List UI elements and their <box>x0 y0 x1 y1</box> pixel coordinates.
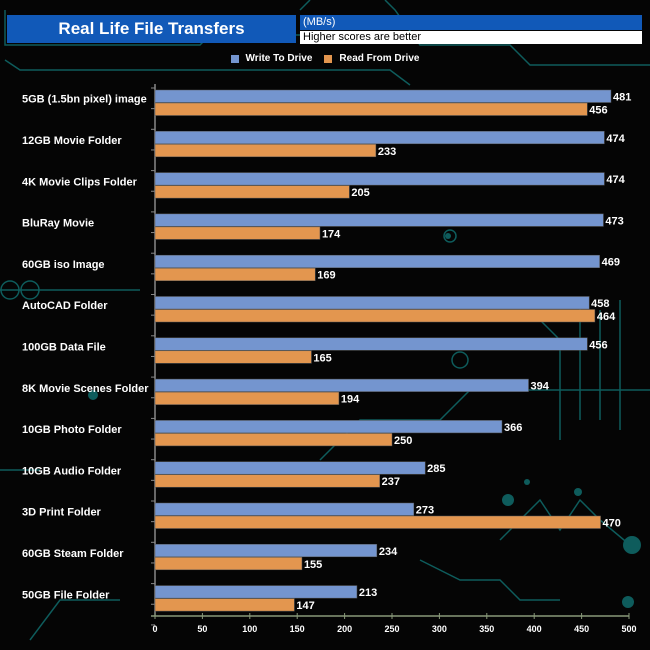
bar-read <box>154 267 316 281</box>
x-tick-label: 150 <box>290 624 305 634</box>
data-label: 169 <box>317 270 335 282</box>
category-label: 10GB Audio Folder <box>22 465 122 477</box>
category-label: 10GB Photo Folder <box>22 424 122 436</box>
bar-write <box>154 544 378 558</box>
category-label: 4K Movie Clips Folder <box>22 176 138 188</box>
legend-item-write: Write To Drive <box>230 53 313 64</box>
data-label: 456 <box>589 339 607 351</box>
category-label: 60GB Steam Folder <box>22 548 124 560</box>
x-tick-label: 250 <box>384 624 399 634</box>
bar-read <box>154 350 312 364</box>
bar-write <box>154 131 605 145</box>
x-tick-label: 200 <box>337 624 352 634</box>
data-label: 250 <box>394 435 412 447</box>
bar-read <box>154 598 295 612</box>
category-label: 50GB File Folder <box>22 589 110 601</box>
bar-read <box>154 144 377 158</box>
x-tick-label: 400 <box>527 624 542 634</box>
data-label: 474 <box>606 174 625 186</box>
bar-read <box>154 102 588 116</box>
chart-title: Real Life File Transfers <box>7 15 296 43</box>
bar-write <box>154 296 590 310</box>
legend-label-write: Write To Drive <box>245 53 313 64</box>
category-label: AutoCAD Folder <box>22 300 108 312</box>
data-label: 285 <box>427 463 445 475</box>
category-label: BluRay Movie <box>22 218 94 230</box>
x-tick-label: 0 <box>152 624 157 634</box>
data-label: 366 <box>504 422 522 434</box>
subtitle-note: Higher scores are better <box>300 31 642 44</box>
bar-write <box>154 172 605 186</box>
bar-write <box>154 378 529 392</box>
data-label: 481 <box>613 92 631 104</box>
bar-read <box>154 433 393 447</box>
bar-write <box>154 337 588 351</box>
legend-swatch-write <box>230 54 239 63</box>
bar-write <box>154 213 604 227</box>
category-label: 3D Print Folder <box>22 507 102 519</box>
data-label: 456 <box>589 105 607 117</box>
data-label: 237 <box>382 476 400 488</box>
data-label: 165 <box>313 352 331 364</box>
x-tick-label: 350 <box>479 624 494 634</box>
bar-read <box>154 474 380 488</box>
bar-write <box>154 254 600 268</box>
data-label: 147 <box>296 600 314 612</box>
data-label: 273 <box>416 505 434 517</box>
bar-read <box>154 185 350 199</box>
x-tick-label: 50 <box>197 624 207 634</box>
data-label: 194 <box>341 394 360 406</box>
bar-write <box>154 585 358 599</box>
unit-label: (MB/s) <box>300 15 642 30</box>
legend: Write To Drive Read From Drive <box>0 53 650 64</box>
legend-item-read: Read From Drive <box>324 53 419 64</box>
legend-swatch-read <box>324 54 333 63</box>
legend-label-read: Read From Drive <box>339 53 420 64</box>
data-label: 470 <box>603 518 621 530</box>
bar-read <box>154 226 321 240</box>
data-label: 474 <box>606 133 625 145</box>
data-label: 213 <box>359 587 377 599</box>
x-tick-label: 100 <box>242 624 257 634</box>
category-label: 5GB (1.5bn pixel) image <box>22 94 147 106</box>
data-label: 458 <box>591 298 609 310</box>
data-label: 469 <box>602 257 620 269</box>
category-label: 100GB Data File <box>22 341 106 353</box>
data-label: 233 <box>378 146 396 158</box>
bar-write <box>154 89 612 103</box>
category-label: 12GB Movie Folder <box>22 135 122 147</box>
data-label: 234 <box>379 546 398 558</box>
bar-read <box>154 391 340 405</box>
bar-write <box>154 502 415 516</box>
x-tick-label: 500 <box>621 624 636 634</box>
bar-read <box>154 515 601 529</box>
data-label: 155 <box>304 559 322 571</box>
bar-read <box>154 309 596 323</box>
data-label: 464 <box>597 311 616 323</box>
x-tick-label: 450 <box>574 624 589 634</box>
data-label: 394 <box>531 381 550 393</box>
category-label: 8K Movie Scenes Folder <box>22 383 149 395</box>
x-tick-label: 300 <box>432 624 447 634</box>
data-label: 205 <box>351 187 369 199</box>
data-label: 174 <box>322 228 341 240</box>
category-label: 60GB iso Image <box>22 259 105 271</box>
bar-read <box>154 557 303 571</box>
bar-write <box>154 461 426 475</box>
bar-write <box>154 420 503 434</box>
data-label: 473 <box>605 215 623 227</box>
